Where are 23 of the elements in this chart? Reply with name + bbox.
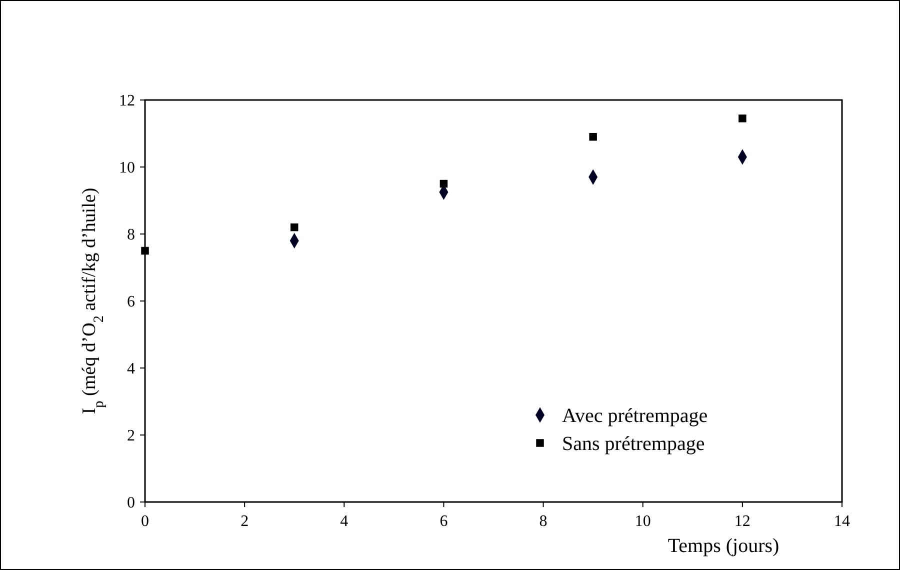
x-tick-label: 0 <box>141 513 149 530</box>
y-tick-label: 4 <box>127 360 135 378</box>
point <box>440 180 448 188</box>
legend-label: Avec prétrempage <box>562 405 708 427</box>
point <box>589 132 597 141</box>
y-tick-label: 8 <box>127 226 135 244</box>
legend-label: Sans prétrempage <box>562 433 705 455</box>
point <box>290 223 298 232</box>
y-tick-label: 12 <box>119 92 135 110</box>
y-tick-label: 6 <box>127 294 135 311</box>
x-tick-label: 2 <box>240 513 249 530</box>
x-tick-label: 8 <box>539 513 548 530</box>
x-tick-label: 6 <box>440 513 448 530</box>
point <box>738 114 746 122</box>
x-tick-label: 10 <box>634 513 651 530</box>
x-tick-label: 14 <box>834 513 850 530</box>
x-tick-label: 12 <box>734 513 750 530</box>
x-axis-title: Temps (jours) <box>668 535 780 557</box>
x-tick-label: 4 <box>340 513 348 530</box>
point <box>141 246 149 255</box>
y-tick-label: 0 <box>127 494 135 512</box>
y-tick-label: 2 <box>127 428 135 445</box>
y-tick-label: 10 <box>119 160 135 177</box>
